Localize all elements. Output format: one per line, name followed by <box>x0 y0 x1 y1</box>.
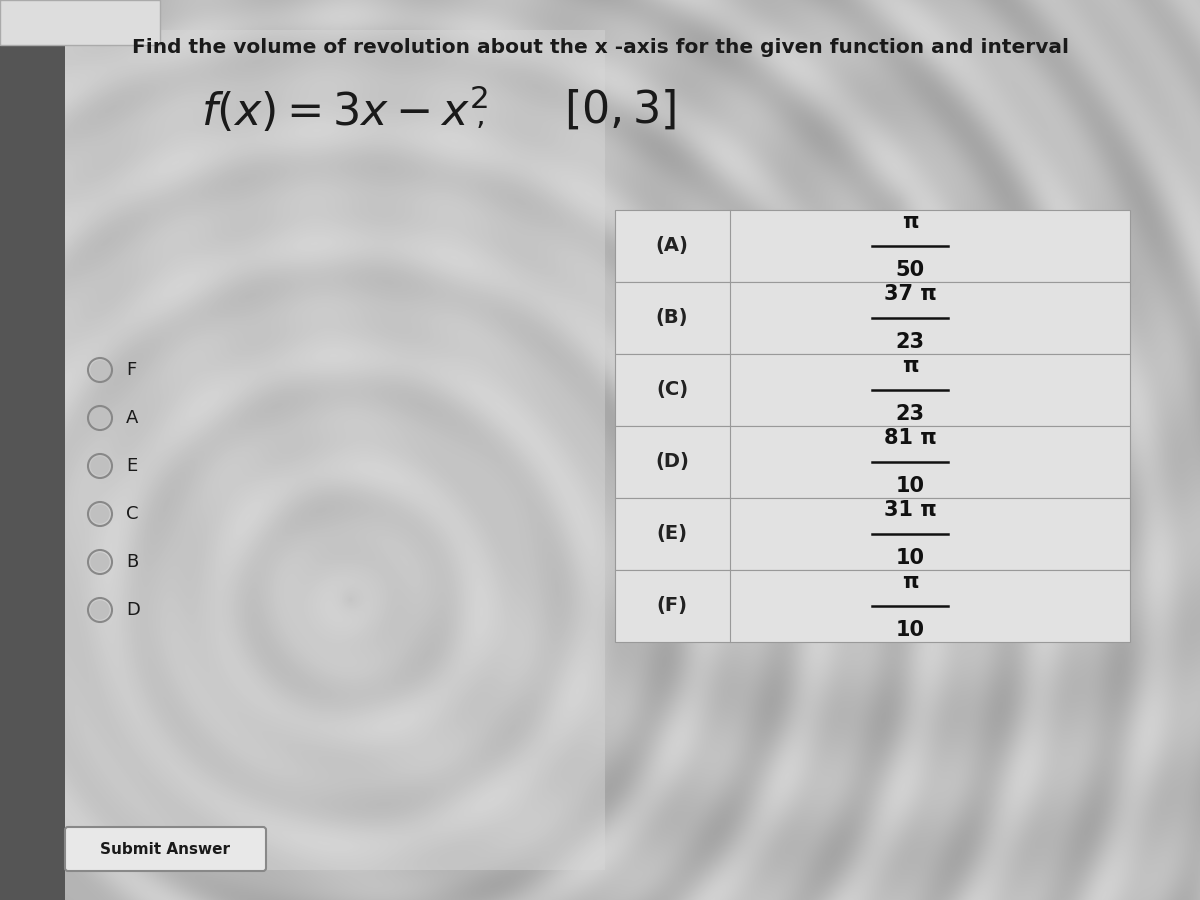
Text: Find the volume of revolution about the x -axis for the given function and inter: Find the volume of revolution about the … <box>132 38 1068 57</box>
FancyBboxPatch shape <box>65 827 266 871</box>
FancyBboxPatch shape <box>616 282 1130 354</box>
Text: D: D <box>126 601 140 619</box>
FancyBboxPatch shape <box>616 426 1130 498</box>
Text: F: F <box>126 361 137 379</box>
FancyBboxPatch shape <box>616 210 1130 282</box>
Text: π: π <box>901 356 918 376</box>
Text: (D): (D) <box>655 453 689 472</box>
Text: B: B <box>126 553 138 571</box>
Text: (E): (E) <box>656 525 688 544</box>
Circle shape <box>91 601 109 619</box>
Text: 31 π: 31 π <box>883 500 936 520</box>
Text: ,: , <box>475 101 485 130</box>
Text: 23: 23 <box>895 332 924 352</box>
Text: (F): (F) <box>656 597 688 616</box>
FancyBboxPatch shape <box>0 0 160 45</box>
Text: 81 π: 81 π <box>883 428 936 448</box>
Text: $[0, 3]$: $[0, 3]$ <box>564 88 676 132</box>
Text: 37 π: 37 π <box>883 284 936 304</box>
Circle shape <box>91 409 109 427</box>
FancyBboxPatch shape <box>616 570 1130 642</box>
Text: 50: 50 <box>895 260 924 280</box>
Circle shape <box>91 505 109 523</box>
Text: π: π <box>901 212 918 232</box>
Text: π: π <box>901 572 918 592</box>
Text: (A): (A) <box>655 237 689 256</box>
Text: E: E <box>126 457 137 475</box>
FancyBboxPatch shape <box>616 354 1130 426</box>
Circle shape <box>91 457 109 475</box>
Text: 10: 10 <box>895 476 924 496</box>
Text: (B): (B) <box>655 309 689 328</box>
Text: 23: 23 <box>895 404 924 424</box>
Text: 10: 10 <box>895 548 924 568</box>
Circle shape <box>91 553 109 571</box>
Text: C: C <box>126 505 138 523</box>
FancyBboxPatch shape <box>65 30 605 870</box>
FancyBboxPatch shape <box>0 0 65 900</box>
Text: A: A <box>126 409 138 427</box>
Text: 10: 10 <box>895 620 924 640</box>
FancyBboxPatch shape <box>616 498 1130 570</box>
Text: $f(x) = 3x - x^2$: $f(x) = 3x - x^2$ <box>202 85 488 135</box>
Text: (C): (C) <box>656 381 688 400</box>
Text: Submit Answer: Submit Answer <box>100 842 230 857</box>
Circle shape <box>91 361 109 379</box>
